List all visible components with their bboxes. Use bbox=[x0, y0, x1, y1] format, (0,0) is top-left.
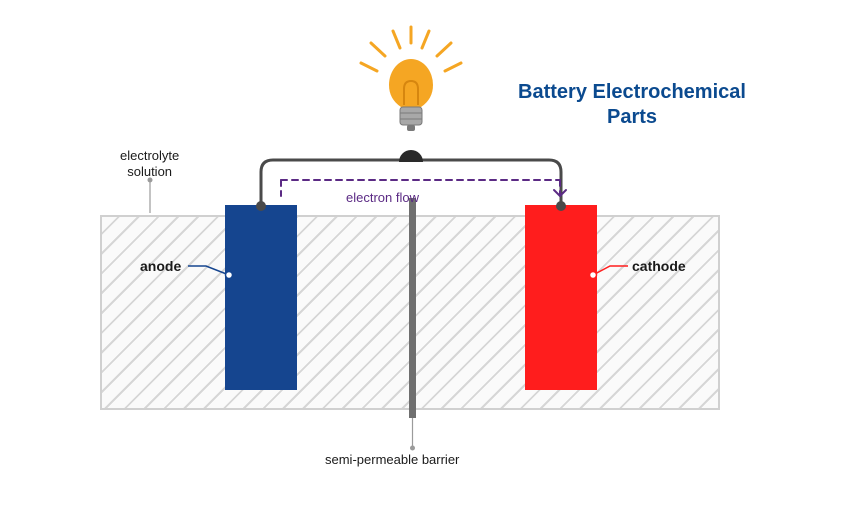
diagram-stage: Battery Electrochemical Parts electron f… bbox=[0, 0, 856, 524]
barrier-pointer bbox=[0, 0, 856, 524]
semi-permeable-barrier-label: semi-permeable barrier bbox=[325, 452, 459, 467]
